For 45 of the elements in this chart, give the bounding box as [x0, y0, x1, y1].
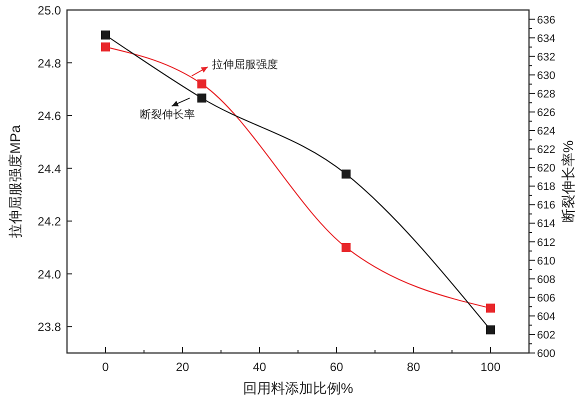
point — [197, 94, 206, 103]
y-tick-label: 25.0 — [38, 4, 62, 18]
y2-tick-label: 616 — [537, 200, 556, 212]
y2-tick-label: 634 — [537, 32, 556, 45]
point — [342, 170, 351, 179]
y2-tick-label: 610 — [537, 255, 556, 268]
x-tick-label: 80 — [406, 360, 420, 374]
x-tick-label: 0 — [102, 360, 110, 374]
y2-tick-label: 602 — [537, 329, 556, 342]
legend-label: 拉伸屈服强度 — [212, 58, 278, 71]
y2-tick-label: 628 — [537, 88, 556, 100]
x-axis-title: 回用料添加比例% — [242, 380, 354, 396]
y-tick-label: 24.4 — [38, 162, 62, 176]
y2-tick-label: 620 — [537, 162, 556, 175]
y2-tick-label: 626 — [537, 106, 556, 119]
y2-tick-label: 606 — [537, 292, 556, 304]
point — [342, 242, 351, 252]
y2-tick-label: 624 — [537, 126, 556, 138]
y2-tick-label: 612 — [537, 236, 556, 249]
y2-tick-label: 622 — [537, 144, 556, 156]
y2-tick-label: 614 — [537, 218, 556, 230]
y-axis-title: 拉伸屈服强度MPa — [7, 124, 23, 238]
x-tick-label: 100 — [480, 360, 501, 374]
y2-tick-label: 618 — [537, 181, 556, 194]
y-tick-label: 24.0 — [38, 267, 62, 282]
point — [101, 30, 110, 40]
x-tick-label: 20 — [176, 360, 190, 374]
x-tick-label: 40 — [252, 360, 266, 374]
y2-tick-label: 600 — [537, 348, 556, 360]
y2-tick-label: 608 — [537, 274, 556, 286]
y-tick-label: 24.8 — [38, 56, 62, 70]
point — [101, 42, 110, 52]
y-tick-label: 24.2 — [38, 214, 62, 229]
y2-tick-label: 632 — [537, 51, 556, 64]
series-label: 断裂伸长率 — [140, 108, 195, 122]
y-tick-label: 23.8 — [38, 320, 62, 334]
y2-tick-label: 636 — [537, 14, 556, 26]
x-tick-label: 60 — [330, 360, 344, 374]
point — [486, 325, 495, 334]
y2-axis-title: 断裂伸长率% — [560, 140, 576, 223]
y2-tick-label: 630 — [537, 70, 556, 82]
y-tick-label: 24.6 — [38, 109, 62, 124]
point — [197, 79, 206, 88]
point — [486, 304, 495, 313]
y2-tick-label: 604 — [537, 310, 556, 323]
